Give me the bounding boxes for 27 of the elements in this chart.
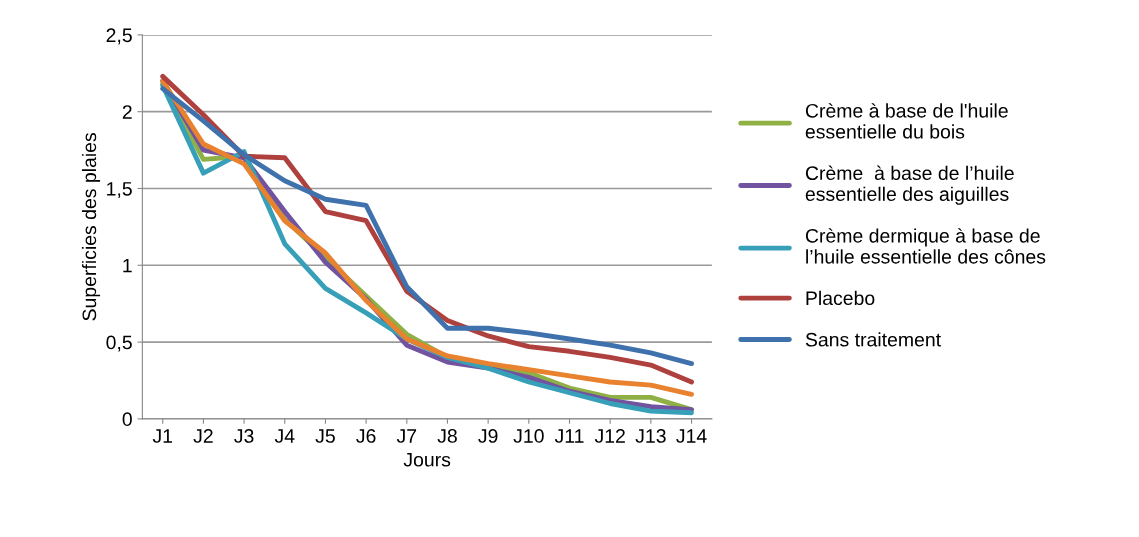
legend-label: Placebo: [806, 290, 875, 306]
x-tick-label: J6: [356, 429, 376, 443]
x-tick-label: J12: [594, 429, 625, 443]
x-tick-label: J1: [152, 429, 173, 443]
x-tick-label: J10: [513, 429, 544, 443]
y-tick-label: 1,5: [107, 182, 132, 199]
x-tick-label: J7: [396, 429, 417, 443]
legend-label: Sans traitement: [805, 332, 941, 347]
y-axis-title: Superficies des plaies: [81, 133, 101, 321]
x-axis-title: Jours: [403, 452, 451, 467]
x-tick-label: J4: [274, 429, 295, 443]
x-tick-label: J13: [635, 429, 666, 443]
x-tick-label: J8: [437, 429, 457, 443]
legend-label: Crème à base de l’huile essentielle des aiguilles: [805, 165, 1014, 205]
x-tick-label: J14: [676, 429, 707, 443]
y-tick-label: 0: [122, 412, 132, 427]
x-tick-label: J5: [315, 429, 335, 443]
y-tick-label: 2,5: [106, 28, 132, 45]
y-tick-label: 1: [123, 258, 132, 273]
x-tick-label: J11: [554, 429, 584, 443]
x-tick-label: J9: [478, 429, 498, 443]
x-tick-label: J3: [234, 429, 254, 443]
y-tick-label: 2: [122, 105, 132, 119]
legend-label: Crème dermique à base de l’huile essentielle des cônes: [805, 228, 1046, 264]
legend-label: Crème à base de l'huile essentielle du bois: [805, 103, 1008, 139]
x-tick-label: J2: [193, 429, 213, 443]
y-tick-label: 0,5: [106, 335, 132, 352]
